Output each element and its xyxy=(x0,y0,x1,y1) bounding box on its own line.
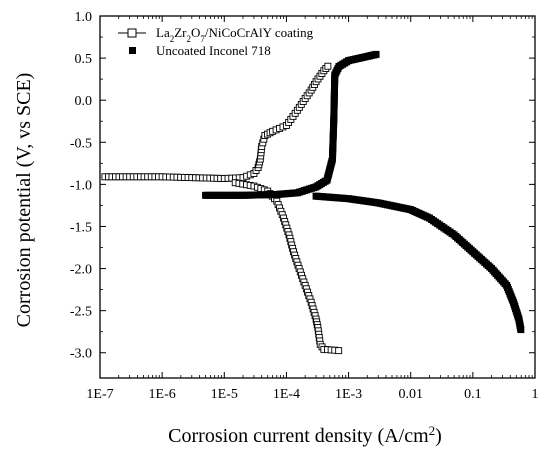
y-tick-label: 1.0 xyxy=(75,10,93,25)
x-tick-label: 1E-6 xyxy=(149,387,176,402)
plot-frame xyxy=(99,15,536,379)
y-tick-label: -1.0 xyxy=(70,178,92,193)
legend-subscript: 2 xyxy=(170,34,175,44)
y-tick-label: -2.0 xyxy=(70,263,92,278)
legend-text-part: /NiCoCrAlY coating xyxy=(205,25,314,40)
y-tick-label: -0.5 xyxy=(70,136,92,151)
legend-entry-uncoated: Uncoated Inconel 718 xyxy=(129,43,271,58)
legend-entry-coating: La2Zr2O7/NiCoCrAlY coating xyxy=(118,25,314,44)
tick-layer: 1E-7 1E-6 1E-5 1E-4 1E-3 0.01 0.1 1 1.0 0.5 0.0 -0.… xyxy=(70,10,539,402)
legend-marker-uncoated xyxy=(129,47,136,54)
legend-subscript: 2 xyxy=(187,34,192,44)
x-tick-label: 1E-4 xyxy=(273,387,300,402)
y-tick-label: -2.5 xyxy=(70,305,92,320)
x-axis-label-superscript: 2 xyxy=(429,423,436,438)
legend-marker-coating xyxy=(127,28,137,38)
series-uncoated xyxy=(202,50,525,334)
x-tick-label: 1 xyxy=(532,387,539,402)
legend-text-part: O xyxy=(191,25,200,40)
legend: La2Zr2O7/NiCoCrAlY coating Uncoated Inco… xyxy=(118,25,314,58)
y-tick-label: -1.5 xyxy=(70,220,92,235)
legend-label-coating: La2Zr2O7/NiCoCrAlY coating xyxy=(156,25,314,44)
data-point xyxy=(517,326,525,334)
data-point xyxy=(372,50,380,58)
legend-text-part: Zr xyxy=(174,25,187,40)
x-tick-label: 1E-3 xyxy=(335,387,362,402)
legend-label-uncoated: Uncoated Inconel 718 xyxy=(156,43,271,58)
plot-area xyxy=(99,15,536,379)
data-point xyxy=(324,62,332,70)
y-tick-label: -3.0 xyxy=(70,347,92,362)
legend-text-part: La xyxy=(156,25,170,40)
y-tick-label: 0.0 xyxy=(75,94,93,109)
data-point xyxy=(335,347,343,355)
series-coating xyxy=(101,62,343,355)
x-tick-label: 0.1 xyxy=(464,387,482,402)
x-tick-label: 1E-5 xyxy=(211,387,238,402)
y-tick-label: 0.5 xyxy=(75,52,93,67)
x-tick-label: 1E-7 xyxy=(86,387,113,402)
y-axis-label: Corrosion potential (V, vs SCE) xyxy=(13,73,35,328)
x-axis-label: Corrosion current density (A/cm2) xyxy=(168,423,442,448)
legend-subscript: 7 xyxy=(200,34,205,44)
series-layer xyxy=(101,50,525,355)
x-tick-label: 0.01 xyxy=(398,387,423,402)
